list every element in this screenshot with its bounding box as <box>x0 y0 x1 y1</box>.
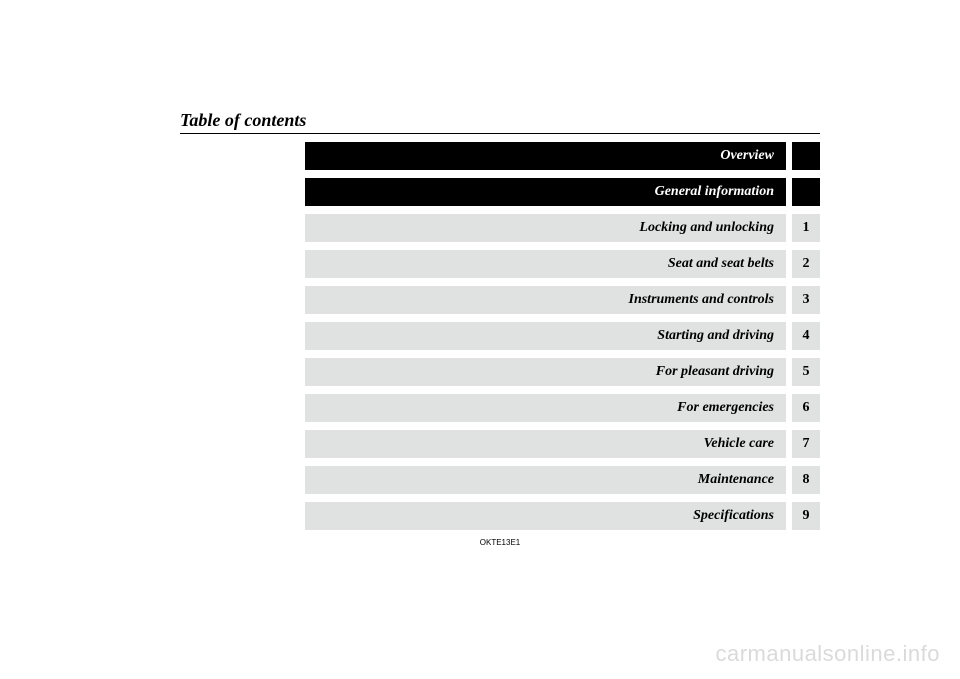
toc-row-locking-unlocking: Locking and unlocking 1 <box>305 214 820 242</box>
watermark: carmanualsonline.info <box>715 641 940 667</box>
toc-num: 7 <box>792 430 820 458</box>
toc-row-specifications: Specifications 9 <box>305 502 820 530</box>
toc-num: 2 <box>792 250 820 278</box>
toc-label: General information <box>305 178 786 206</box>
toc-row-overview: Overview <box>305 142 820 170</box>
toc-num: 8 <box>792 466 820 494</box>
toc-label: Maintenance <box>305 466 786 494</box>
toc-num: 5 <box>792 358 820 386</box>
toc-row-maintenance: Maintenance 8 <box>305 466 820 494</box>
toc-label: Instruments and controls <box>305 286 786 314</box>
toc-row-instruments-controls: Instruments and controls 3 <box>305 286 820 314</box>
toc-num: 3 <box>792 286 820 314</box>
toc-num <box>792 178 820 206</box>
page-title: Table of contents <box>180 110 820 134</box>
toc-label: Seat and seat belts <box>305 250 786 278</box>
toc-row-general-information: General information <box>305 178 820 206</box>
toc-label: Starting and driving <box>305 322 786 350</box>
toc-container: Overview General information Locking and… <box>305 142 820 530</box>
toc-label: Vehicle care <box>305 430 786 458</box>
toc-num: 6 <box>792 394 820 422</box>
toc-row-emergencies: For emergencies 6 <box>305 394 820 422</box>
toc-label: Locking and unlocking <box>305 214 786 242</box>
footer-code: OKTE13E1 <box>180 538 820 547</box>
toc-label: Overview <box>305 142 786 170</box>
toc-row-seat-seat-belts: Seat and seat belts 2 <box>305 250 820 278</box>
toc-num <box>792 142 820 170</box>
toc-label: Specifications <box>305 502 786 530</box>
toc-row-vehicle-care: Vehicle care 7 <box>305 430 820 458</box>
toc-num: 1 <box>792 214 820 242</box>
toc-label: For pleasant driving <box>305 358 786 386</box>
toc-num: 9 <box>792 502 820 530</box>
toc-row-pleasant-driving: For pleasant driving 5 <box>305 358 820 386</box>
toc-row-starting-driving: Starting and driving 4 <box>305 322 820 350</box>
toc-label: For emergencies <box>305 394 786 422</box>
toc-num: 4 <box>792 322 820 350</box>
